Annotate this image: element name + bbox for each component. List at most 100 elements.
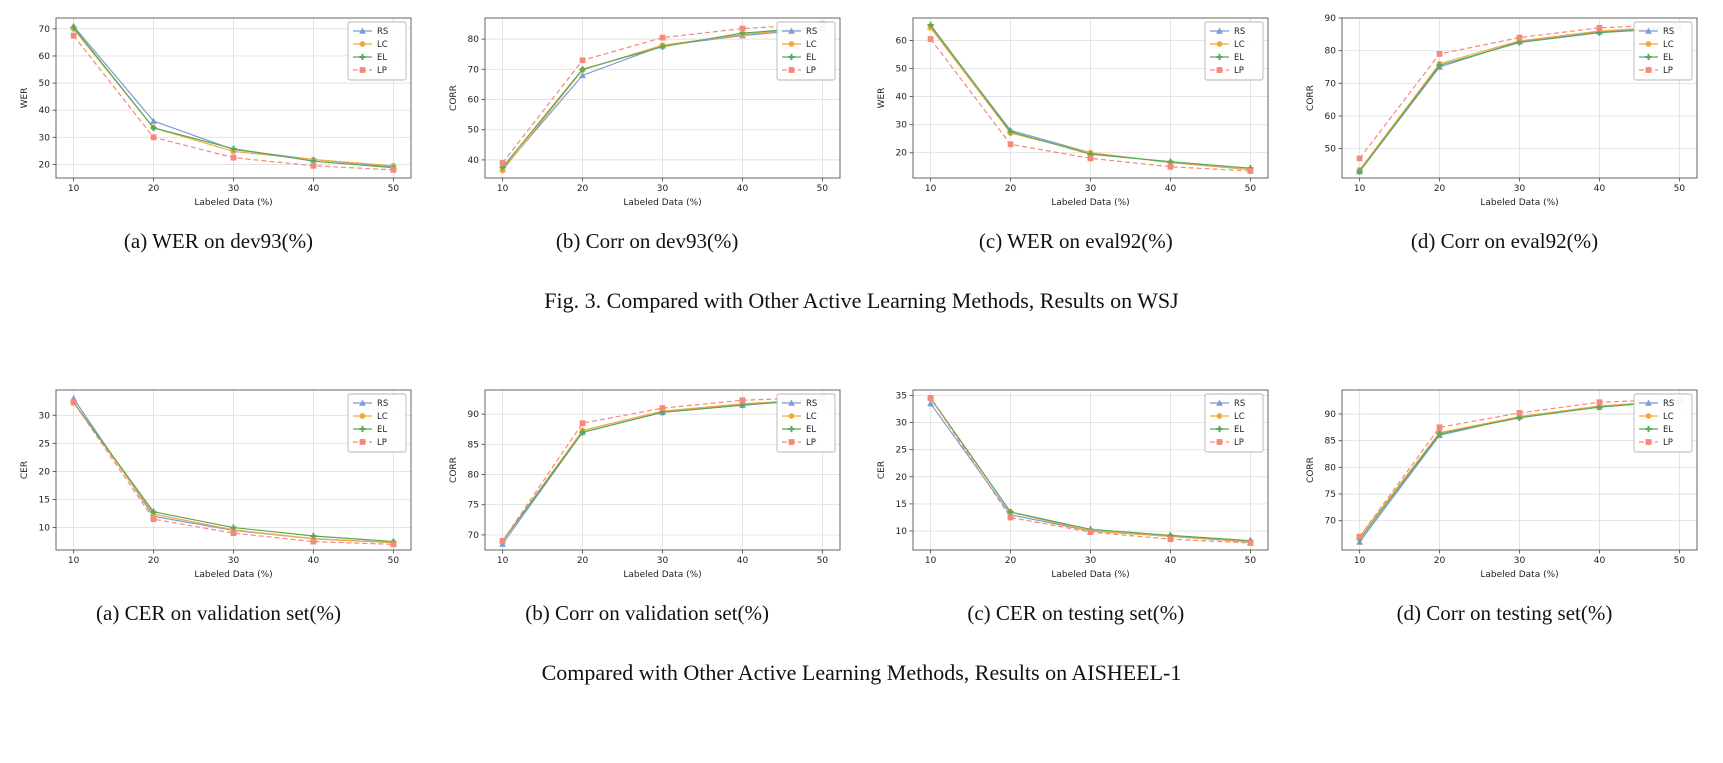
svg-text:10: 10 [497,556,509,566]
svg-text:20: 20 [1005,184,1017,194]
chart-cell: 10 20 30 40 50 20 30 40 50 60 Labeled Data (%) WER R… [863,10,1288,215]
caption-row-wsj: (a) WER on dev93(%) (b) Corr on dev93(%)… [0,229,1723,254]
svg-text:Labeled Data (%): Labeled Data (%) [194,570,272,580]
grid-lines [56,390,411,550]
chart-corr-eval92-svg: 10 20 30 40 50 50 60 70 80 90 Labeled Data (%) CORR… [1306,14,1698,208]
svg-text:10: 10 [68,556,80,566]
svg-text:LP: LP [377,66,387,76]
chart-cell: 10 20 30 40 50 40 50 60 70 80 Labeled Data (%) CORR… [435,10,860,215]
svg-text:10: 10 [925,184,937,194]
svg-text:25: 25 [896,446,907,456]
series-LP [70,399,397,548]
svg-text:10: 10 [39,524,51,534]
legend: RS LC EL LP [347,393,407,453]
chart-cer-testing: 10 20 30 40 50 10 15 20 25 30 35 Labeled Data (%) CE… [873,382,1278,587]
svg-text:LC: LC [806,412,817,422]
svg-text:Labeled Data (%): Labeled Data (%) [1480,198,1558,208]
axes: 10 20 30 40 50 50 60 70 80 90 Labeled Data (%) CORR [1306,14,1698,208]
svg-text:30: 30 [896,419,908,429]
svg-text:35: 35 [896,391,907,401]
svg-text:40: 40 [896,93,908,103]
svg-text:10: 10 [497,184,509,194]
svg-text:40: 40 [736,556,748,566]
svg-text:RS: RS [1663,399,1674,409]
svg-text:30: 30 [228,184,240,194]
svg-text:80: 80 [467,35,479,45]
svg-text:50: 50 [388,556,400,566]
svg-text:30: 30 [1085,184,1097,194]
series-LP [928,36,1254,174]
svg-text:40: 40 [736,184,748,194]
svg-text:30: 30 [656,556,668,566]
svg-text:WER: WER [877,88,887,109]
series-LP [70,32,397,173]
svg-text:40: 40 [1165,184,1177,194]
svg-text:40: 40 [467,156,479,166]
figure-aishell: 10 20 30 40 50 10 15 20 25 30 Labeled Data (%) CER R… [0,382,1723,686]
figure-wsj: 10 20 30 40 50 20 30 40 50 60 70 Labeled Data (%) WE… [0,10,1723,314]
svg-text:50: 50 [816,556,828,566]
svg-text:80: 80 [1325,47,1337,57]
svg-text:Labeled Data (%): Labeled Data (%) [623,198,701,208]
svg-text:20: 20 [1005,556,1017,566]
svg-text:20: 20 [1434,556,1446,566]
svg-text:RS: RS [806,399,817,409]
svg-text:90: 90 [1325,410,1337,420]
series-EL [70,24,397,171]
svg-text:Labeled Data (%): Labeled Data (%) [623,570,701,580]
svg-text:40: 40 [1594,184,1606,194]
svg-text:LP: LP [1663,438,1673,448]
chart-corr-validation: 10 20 30 40 50 70 75 80 85 90 Labeled Data (%) CORR… [445,382,850,587]
axes: 10 20 30 40 50 10 15 20 25 30 Labeled Data (%) CER [20,389,412,580]
subcaption-cer-testing: (c) CER on testing set(%) [967,601,1185,625]
svg-text:70: 70 [467,65,479,75]
chart-cell: 10 20 30 40 50 20 30 40 50 60 70 Labeled Data (%) WE… [6,10,431,215]
svg-text:EL: EL [1234,53,1244,63]
svg-text:EL: EL [1663,53,1673,63]
subcaption-corr-validation: (b) Corr on validation set(%) [525,601,770,625]
svg-text:RS: RS [1234,399,1245,409]
series-EL [499,23,826,171]
svg-text:Labeled Data (%): Labeled Data (%) [1480,570,1558,580]
svg-text:LC: LC [806,40,817,50]
svg-text:WER: WER [20,88,30,109]
axes: 10 20 30 40 50 40 50 60 70 80 Labeled Data (%) CORR [449,17,841,208]
svg-text:50: 50 [388,184,400,194]
svg-text:LC: LC [377,40,388,50]
chart-corr-validation-svg: 10 20 30 40 50 70 75 80 85 90 Labeled Data (%) CORR… [449,389,841,580]
aishell-caption: Compared with Other Active Learning Meth… [541,660,1182,685]
svg-text:RS: RS [1234,27,1245,37]
svg-text:50: 50 [1245,184,1257,194]
legend: RS LC EL LP [776,393,836,453]
svg-text:30: 30 [228,556,240,566]
svg-text:30: 30 [39,411,51,421]
svg-text:50: 50 [1674,556,1686,566]
svg-text:LP: LP [1663,66,1673,76]
svg-text:LC: LC [377,412,388,422]
svg-text:10: 10 [896,527,908,537]
svg-text:Labeled Data (%): Labeled Data (%) [194,198,272,208]
chart-corr-dev93-svg: 10 20 30 40 50 40 50 60 70 80 Labeled Data (%) CORR… [449,17,841,208]
svg-text:40: 40 [308,556,320,566]
chart-cer-validation: 10 20 30 40 50 10 15 20 25 30 Labeled Data (%) CER R… [16,382,421,587]
svg-text:RS: RS [806,27,817,37]
chart-corr-testing-svg: 10 20 30 40 50 70 75 80 85 90 Labeled Data (%) CORR… [1306,389,1698,580]
svg-text:40: 40 [1165,556,1177,566]
svg-text:EL: EL [377,425,387,435]
svg-text:30: 30 [656,184,668,194]
svg-text:20: 20 [896,473,908,483]
svg-text:CORR: CORR [449,85,459,111]
svg-text:LC: LC [1234,40,1245,50]
svg-text:10: 10 [925,556,937,566]
svg-text:70: 70 [1325,79,1337,89]
svg-text:30: 30 [1514,184,1526,194]
svg-text:50: 50 [1325,145,1337,155]
subcaption-wer-eval92: (c) WER on eval92(%) [978,229,1173,253]
svg-text:80: 80 [1325,463,1337,473]
chart-row-wsj: 10 20 30 40 50 20 30 40 50 60 70 Labeled Data (%) WE… [0,10,1723,215]
caption-row-aishell: (a) CER on validation set(%) (b) Corr on… [0,601,1723,626]
svg-text:85: 85 [1325,437,1336,447]
chart-cer-validation-svg: 10 20 30 40 50 10 15 20 25 30 Labeled Data (%) CER R… [20,389,412,580]
svg-text:LP: LP [806,438,816,448]
legend: RS LC EL LP [1204,393,1264,453]
